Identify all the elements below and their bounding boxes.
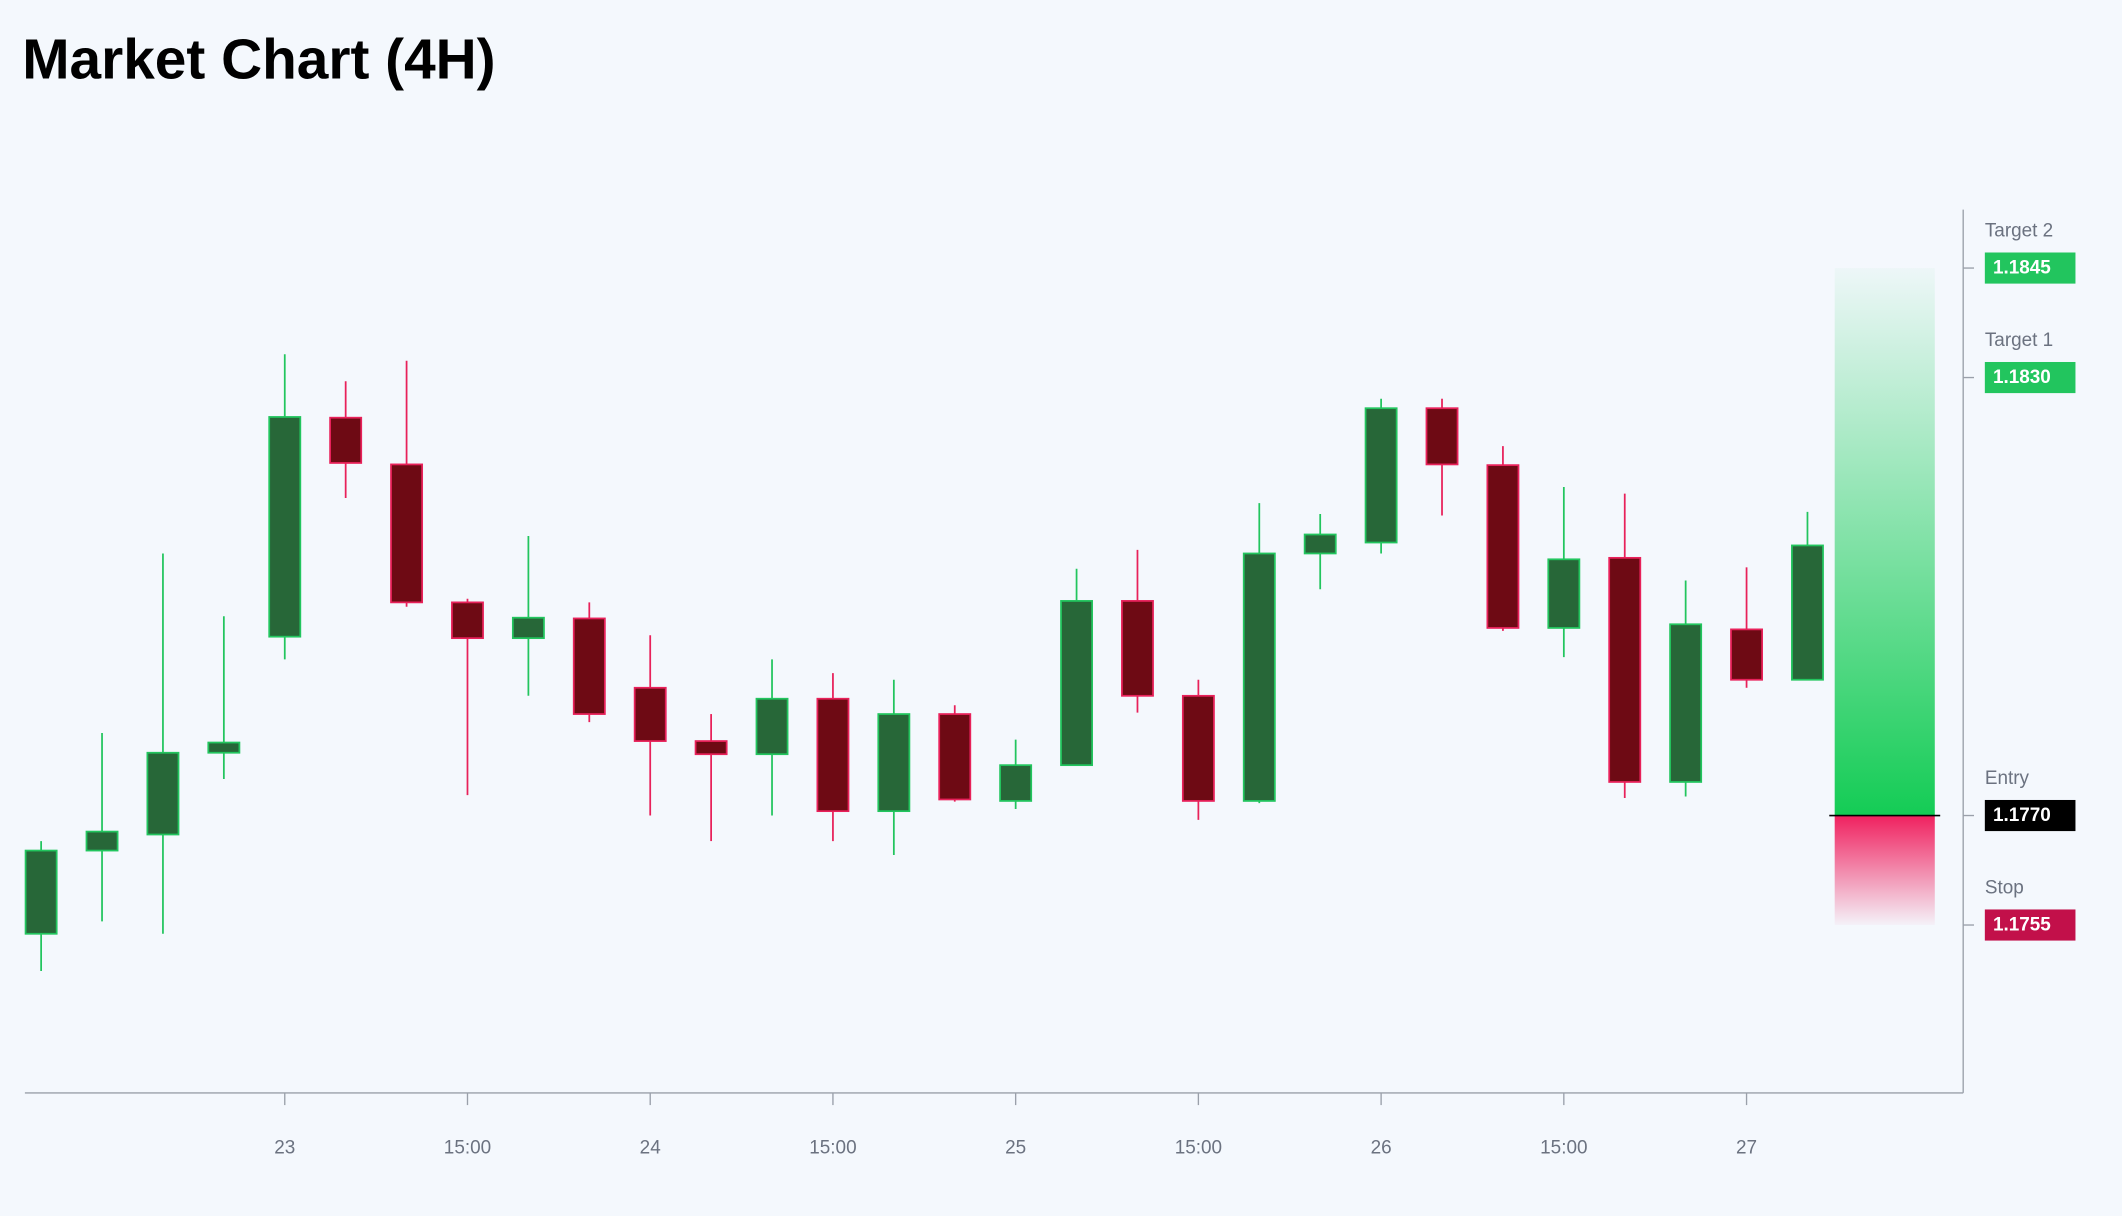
level-value: 1.1845 <box>1993 258 2051 279</box>
level-badge <box>1984 361 2076 394</box>
candle-body <box>1791 544 1824 681</box>
candle-body <box>24 849 58 935</box>
level-value: 1.1770 <box>1993 805 2051 826</box>
level-value: 1.1830 <box>1993 367 2051 388</box>
candle-body <box>207 741 241 754</box>
level-name: Target 2 <box>1985 221 2053 242</box>
level-value: 1.1755 <box>1993 915 2051 936</box>
candle-body <box>877 713 911 813</box>
loss-zone <box>1834 815 1935 926</box>
candle-body <box>329 416 363 464</box>
chart-title: Market Chart (4H) <box>22 29 495 92</box>
candle-body <box>1181 694 1215 802</box>
candle-body <box>268 416 302 638</box>
level-badge <box>1984 252 2076 284</box>
candle-body <box>1121 600 1154 697</box>
candle-body <box>451 601 484 640</box>
candle-body <box>1242 552 1276 802</box>
candle-body <box>511 616 545 640</box>
candle-body <box>1730 628 1763 681</box>
profit-zone <box>1834 268 1935 816</box>
candle-body <box>390 463 424 604</box>
candle-body <box>816 697 850 813</box>
x-tick-label: 25 <box>1005 1137 1026 1158</box>
candle-body <box>1364 407 1398 544</box>
candle-body <box>85 830 119 852</box>
candle-body <box>755 697 789 756</box>
level-name: Entry <box>1985 768 2030 789</box>
candle-body <box>1303 533 1337 555</box>
candle-body <box>999 764 1033 802</box>
x-tick-label: 24 <box>640 1137 661 1158</box>
candle-body <box>146 751 180 836</box>
x-tick-label: 15:00 <box>1540 1137 1587 1158</box>
level-name: Stop <box>1985 877 2024 898</box>
candle-body <box>1060 600 1094 767</box>
candle-body <box>572 617 606 715</box>
candle-body <box>1486 464 1520 629</box>
candle-body <box>938 713 972 801</box>
x-tick-label: 26 <box>1371 1137 1392 1158</box>
candle-body <box>694 740 728 756</box>
candle-body <box>633 686 667 742</box>
x-tick-label: 15:00 <box>1175 1137 1222 1158</box>
candle-body <box>1425 407 1459 466</box>
candle-body <box>1547 558 1581 629</box>
x-tick-label: 15:00 <box>444 1137 491 1158</box>
level-badge <box>1984 799 2076 832</box>
x-tick-label: 27 <box>1736 1137 1757 1158</box>
x-tick-label: 15:00 <box>809 1137 856 1158</box>
level-badge <box>1984 909 2076 941</box>
candle-body <box>1669 623 1703 783</box>
level-name: Target 1 <box>1985 330 2053 351</box>
x-tick-label: 23 <box>274 1137 295 1158</box>
candle-body <box>1608 556 1642 783</box>
